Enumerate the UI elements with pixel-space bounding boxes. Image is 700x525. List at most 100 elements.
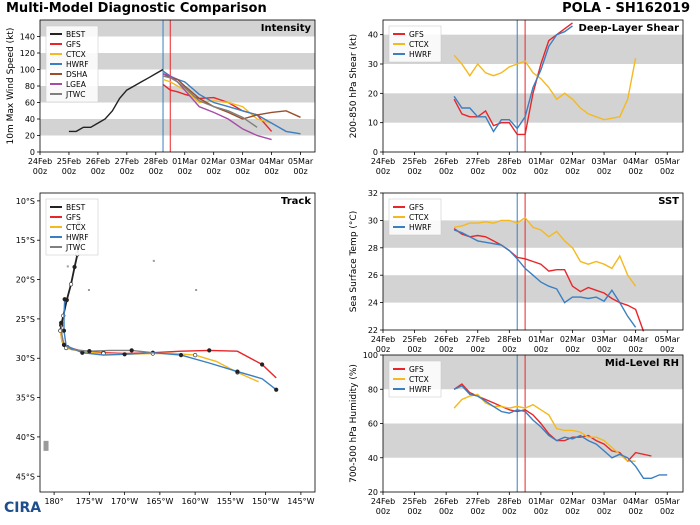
track-legend-label-JTWC: JTWC (65, 243, 85, 252)
sst-legend-label-HWRF: HWRF (409, 223, 432, 232)
intensity-series-DSHA (162, 72, 301, 120)
sst-xtick-label: 00z (376, 345, 390, 354)
rh-xtick-label: 05Mar (655, 497, 681, 506)
intensity-ytick-label: 140 (20, 33, 35, 42)
shear-xtick-label: 00z (628, 167, 642, 176)
intensity-xtick-label: 00z (62, 167, 76, 176)
rh-xtick-label: 28Feb (497, 497, 521, 506)
track-point-HWRF (122, 352, 127, 357)
track-xtick-label: 180° (44, 497, 63, 506)
track-point-HWRF (178, 352, 184, 358)
sst-xtick-label: 02Mar (560, 335, 586, 344)
sst-xtick-label: 27Feb (466, 335, 490, 344)
track-ytick-label: 15°S (16, 236, 35, 245)
intensity-xtick-label: 02Mar (201, 157, 227, 166)
sst-xtick-label: 26Feb (434, 335, 458, 344)
track-xtick-label: 170°W (111, 497, 138, 506)
figure-title: Multi-Model Diagnostic Comparison (6, 1, 267, 16)
track-legend-label-GFS: GFS (66, 213, 81, 222)
intensity-band-2 (40, 53, 315, 70)
track-legend-label-HWRF: HWRF (66, 233, 89, 242)
rh-legend-label-CTCX: CTCX (409, 375, 429, 384)
shear-ytick-label: 40 (368, 31, 378, 40)
shear-band-0 (383, 93, 683, 123)
intensity-xtick-label: 24Feb (28, 157, 52, 166)
rh-xtick-label: 00z (471, 507, 485, 516)
intensity-xtick-label: 03Mar (230, 157, 256, 166)
cira-logo: CIRA (4, 500, 42, 516)
track-point-CTCX (193, 352, 198, 358)
track-xtick-label: 145°W (287, 497, 314, 506)
sst-xtick-label: 00z (565, 345, 579, 354)
sst-xtick-label: 00z (660, 345, 674, 354)
track-point-BEST (68, 282, 74, 287)
track-xtick-label: 150°W (252, 497, 279, 506)
track-series-JTWC (60, 322, 153, 354)
rh-ytick-label: 80 (368, 385, 378, 394)
sst-frame (382, 192, 684, 331)
intensity-xtick-label: 00z (264, 167, 278, 176)
intensity-ytick-label: 100 (20, 66, 35, 75)
intensity-ytick-label: 60 (25, 99, 35, 108)
track-ytick-label: 25°S (16, 315, 35, 324)
island-icon (43, 440, 49, 451)
sst-xtick-label: 04Mar (623, 335, 649, 344)
rh-xtick-label: 26Feb (434, 497, 458, 506)
track-xtick-label: 165°W (146, 497, 173, 506)
intensity-band-0 (40, 119, 315, 136)
sst-xtick-label: 00z (534, 345, 548, 354)
intensity-ytick-label: 40 (25, 115, 35, 124)
rh-xtick-label: 03Mar (591, 497, 617, 506)
shear-xtick-label: 28Feb (497, 157, 521, 166)
sst-series-HWRF (453, 229, 637, 328)
intensity-legend-label-LGEA: LGEA (66, 80, 87, 89)
sst-ylabel: Sea Surface Temp (°C) (349, 211, 359, 312)
track-xtick-label: 155°W (217, 497, 244, 506)
island-icon (152, 259, 155, 262)
track-ytick-label: 45°S (16, 472, 35, 481)
intensity-xtick-label: 00z (91, 167, 105, 176)
intensity-ytick-label: 20 (25, 132, 35, 141)
shear-xtick-label: 02Mar (560, 157, 586, 166)
intensity-ytick-label: 80 (25, 82, 35, 91)
rh-series-GFS (453, 383, 652, 463)
rh-legend-label-GFS: GFS (409, 365, 424, 374)
intensity-series-BEST (68, 68, 164, 133)
rh-xtick-label: 00z (534, 507, 548, 516)
rh-xtick-label: 01Mar (528, 497, 554, 506)
sst-series-CTCX (453, 216, 637, 287)
rh-xtick-label: 04Mar (623, 497, 649, 506)
rh-xtick-label: 24Feb (371, 497, 395, 506)
track-title: Track (281, 196, 311, 207)
intensity-legend-label-BEST: BEST (66, 30, 86, 39)
intensity-xtick-label: 00z (206, 167, 220, 176)
shear-series-HWRF (453, 25, 573, 133)
track-point-JTWC (87, 349, 92, 354)
shear-xtick-label: 24Feb (371, 157, 395, 166)
intensity-legend-label-CTCX: CTCX (66, 50, 86, 59)
shear-xtick-label: 00z (534, 167, 548, 176)
track-ytick-label: 30°S (16, 354, 35, 363)
rh-title: Mid-Level RH (605, 358, 679, 369)
shear-ytick-label: 30 (368, 60, 378, 69)
track-ytick-label: 10°S (16, 197, 35, 206)
intensity-legend-label-DSHA: DSHA (66, 70, 88, 79)
track-point-HWRF (80, 350, 85, 355)
shear-xtick-label: 00z (565, 167, 579, 176)
sst-title: SST (658, 196, 679, 207)
sst-ytick-label: 32 (368, 189, 378, 198)
intensity-legend-label-JTWC: JTWC (65, 90, 85, 99)
intensity-series-JTWC (162, 75, 258, 128)
island-icon (195, 288, 198, 291)
intensity-legend-label-GFS: GFS (66, 40, 81, 49)
track-point-JTWC (59, 320, 64, 325)
intensity-xtick-label: 00z (235, 167, 249, 176)
shear-xtick-label: 00z (439, 167, 453, 176)
sst-ytick-label: 24 (368, 299, 378, 308)
shear-xtick-label: 00z (660, 167, 674, 176)
track-point-HWRF (62, 297, 67, 302)
track-legend-label-CTCX: CTCX (66, 223, 86, 232)
island-icon (87, 288, 90, 291)
sst-band-0 (383, 275, 683, 303)
shear-xtick-label: 04Mar (623, 157, 649, 166)
